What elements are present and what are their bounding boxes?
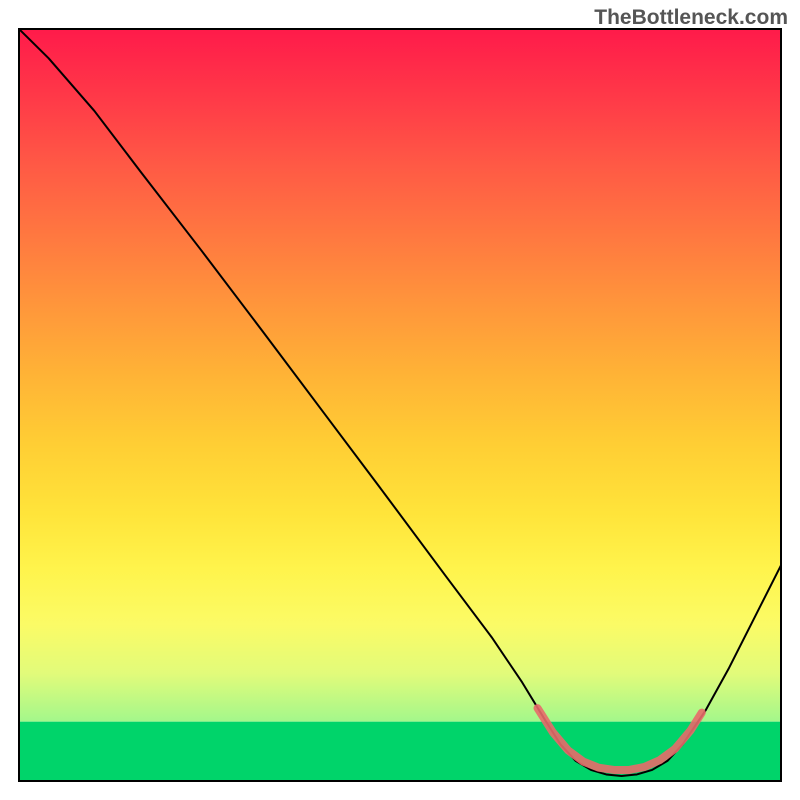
chart-container: TheBottleneck.com [0,0,800,800]
watermark-text: TheBottleneck.com [594,6,788,30]
plot-svg [18,28,782,782]
plot-area [18,28,782,782]
